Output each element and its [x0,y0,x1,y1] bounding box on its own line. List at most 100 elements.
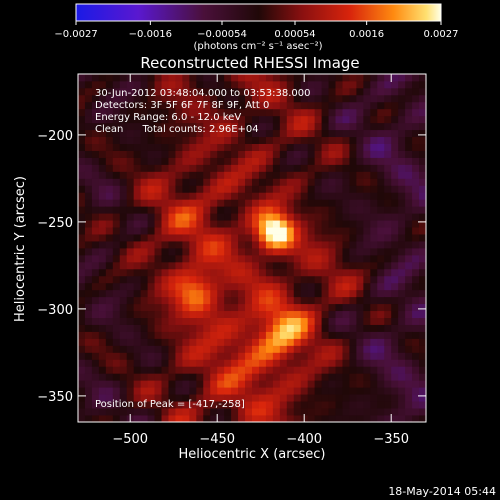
heatmap-cell [119,227,128,235]
heatmap-cell [328,408,336,416]
heatmap-cell [370,234,378,242]
heatmap-cell [238,213,246,221]
heatmap-cell [84,108,93,117]
heatmap-cell [391,220,399,228]
heatmap-cell [182,241,190,249]
heatmap-cell [356,87,364,96]
heatmap-cell [314,220,322,228]
heatmap-cell [363,268,371,277]
heatmap-cell [412,192,420,200]
heatmap-cell [398,296,406,305]
heatmap-cell [293,150,302,158]
heatmap-cell [217,275,225,284]
heatmap-cell [384,338,392,346]
heatmap-cell [147,192,155,200]
heatmap-cell [384,268,392,277]
heatmap-cell [203,310,211,318]
heatmap-cell [398,227,406,235]
heatmap-cell [335,87,343,96]
heatmap-cell [258,359,267,367]
heatmap-cell [286,101,295,110]
heatmap-cell [412,171,420,179]
heatmap-cell [412,185,420,193]
heatmap-cell [300,115,309,124]
heatmap-cell [279,345,288,353]
heatmap-cell [335,101,343,110]
heatmap-cell [363,261,371,270]
heatmap-cell [147,94,155,103]
heatmap-cell [328,345,336,353]
heatmap-cell [405,408,413,416]
heatmap-cell [91,164,100,172]
heatmap-cell [300,275,309,284]
heatmap-cell [154,254,162,263]
annotation-energy-range: Energy Range: 6.0 - 12.0 keV [95,112,241,123]
heatmap-cell [161,289,169,298]
heatmap-cell [126,185,135,193]
heatmap-cell [78,115,86,124]
heatmap-cell [140,254,148,263]
heatmap-cell [363,157,371,165]
heatmap-cell [335,150,343,158]
heatmap-cell [349,387,357,395]
heatmap-cell [238,220,246,228]
heatmap-cell [210,317,218,325]
heatmap-cell [419,108,426,117]
heatmap-cell [140,282,148,291]
heatmap-cell [328,136,336,144]
heatmap-cell [384,408,392,416]
heatmap-cell [126,94,135,103]
heatmap-cell [272,199,281,207]
heatmap-cell [405,415,413,422]
heatmap-cell [279,115,288,124]
heatmap-cell [321,394,329,402]
heatmap-cell [161,366,169,374]
heatmap-cell [377,394,385,402]
heatmap-cell [105,317,114,325]
heatmap-cell [279,164,288,172]
heatmap-cell [335,324,343,332]
heatmap-cell [321,136,329,144]
heatmap-cell [224,206,232,214]
heatmap-cell [286,248,295,256]
colorbar-tick-label: 0.0016 [349,29,384,40]
heatmap-cell [175,352,183,360]
heatmap-cell [328,192,336,200]
heatmap-cell [300,296,309,305]
heatmap-cell [391,80,399,89]
heatmap-cell [154,129,162,138]
heatmap-cell [245,143,253,151]
heatmap-cell [314,366,322,374]
heatmap-cell [258,338,267,346]
heatmap-cell [398,331,406,339]
heatmap-cell [105,206,114,214]
heatmap-cell [78,199,86,207]
heatmap-cell [363,345,371,353]
heatmap-cell [168,87,176,96]
heatmap-cell [321,310,329,318]
heatmap-cell [147,213,155,221]
heatmap-cell [363,199,371,207]
heatmap-cell [252,394,260,402]
heatmap-cell [112,129,121,138]
heatmap-cell [349,192,357,200]
heatmap-cell [279,303,288,312]
heatmap-cell [377,157,385,165]
colorbar-tick-label: 0.0027 [424,29,459,40]
heatmap-cell [245,234,253,242]
heatmap-cell [328,129,336,138]
heatmap-cell [210,366,218,374]
heatmap-cell [300,206,309,214]
heatmap-cell [161,192,169,200]
heatmap-cell [140,408,148,416]
heatmap-cell [154,206,162,214]
heatmap-cell [258,220,267,228]
heatmap-cell [78,248,86,256]
heatmap-cell [356,164,364,172]
heatmap-cell [98,241,107,249]
heatmap-cell [210,275,218,284]
heatmap-cell [300,331,309,339]
heatmap-cell [377,213,385,221]
heatmap-cell [384,310,392,318]
heatmap-cell [419,345,426,353]
